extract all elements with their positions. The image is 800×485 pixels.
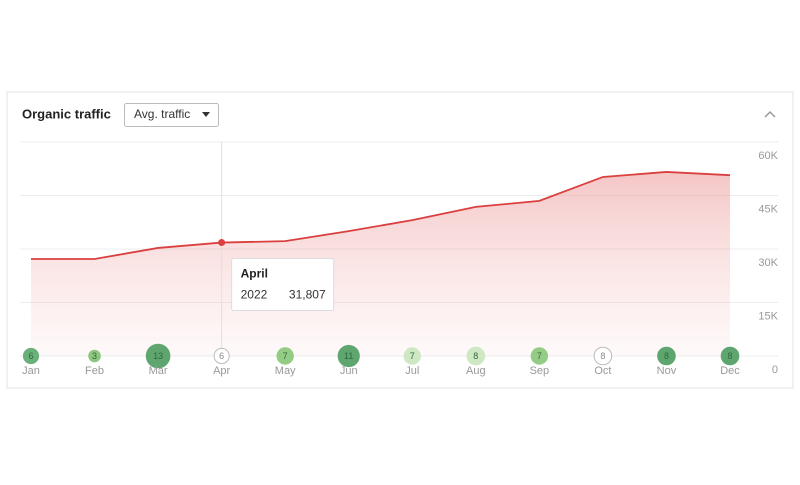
x-tick-label: Sep — [530, 365, 550, 377]
x-tick-label: Aug — [466, 365, 486, 377]
badge — [276, 347, 294, 365]
badge-label: 7 — [537, 351, 542, 361]
y-tick-label: 60K — [758, 150, 778, 162]
x-tick-label: Jul — [405, 365, 419, 377]
x-tick-label: Mar — [149, 365, 168, 377]
badge — [720, 346, 740, 366]
badge — [657, 346, 676, 366]
badge-label: 8 — [473, 351, 478, 361]
tooltip-title: April — [241, 267, 268, 281]
card-title: Organic traffic — [22, 106, 111, 121]
dropdown-caret[interactable] — [202, 112, 210, 117]
y-tick-label: 0 — [772, 364, 778, 376]
badge-label: 13 — [153, 351, 163, 361]
dropdown-label[interactable]: Avg. traffic — [134, 107, 190, 121]
y-tick-label: 30K — [758, 257, 778, 269]
dropdown[interactable] — [124, 103, 219, 127]
x-tick-label: May — [275, 365, 296, 377]
badge-label: 6 — [28, 351, 33, 361]
badge-label: 11 — [344, 351, 353, 361]
badge — [88, 349, 101, 363]
badge-label: 7 — [410, 351, 415, 361]
x-tick-label: Apr — [213, 365, 230, 377]
badge-label: 6 — [219, 351, 224, 361]
x-tick-label: Feb — [85, 365, 104, 377]
badge — [145, 343, 171, 369]
x-tick-label: Jan — [22, 365, 40, 377]
tooltip-value: 31,807 — [289, 288, 326, 302]
badge — [530, 347, 549, 365]
x-tick-label: Oct — [594, 365, 611, 377]
badge-label: 3 — [92, 351, 97, 361]
collapse-button[interactable] — [764, 110, 776, 118]
badge — [466, 346, 486, 366]
tooltip — [231, 258, 335, 312]
badge-label: 8 — [600, 351, 605, 361]
badge — [213, 347, 230, 365]
y-tick-label: 45K — [758, 203, 778, 215]
badge — [337, 344, 360, 368]
y-tick-label: 15K — [758, 310, 778, 322]
line — [31, 171, 731, 260]
badge — [593, 346, 613, 366]
badge-label: 7 — [283, 351, 288, 361]
x-tick-label: Nov — [657, 365, 677, 377]
badge-label: 8 — [664, 351, 669, 361]
x-tick-label: Dec — [720, 365, 740, 377]
hover-point — [218, 239, 226, 247]
badge — [22, 347, 40, 365]
badge-label: 8 — [727, 351, 732, 361]
badge — [403, 347, 421, 365]
x-tick-label: Jun — [340, 365, 358, 377]
tooltip-series: 2022 — [241, 288, 268, 302]
area — [31, 171, 730, 356]
